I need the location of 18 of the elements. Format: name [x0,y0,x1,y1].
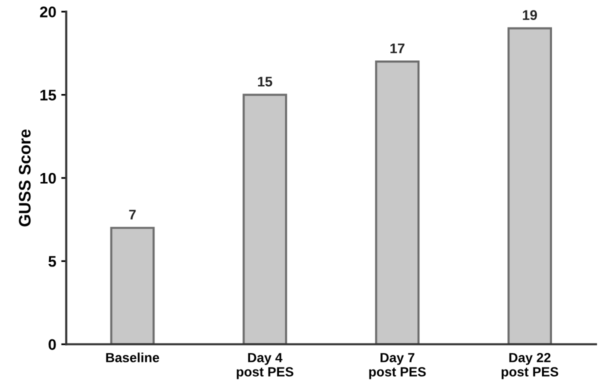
y-tick-label: 10 [40,172,56,184]
bar [242,94,288,344]
x-tick-label: Day 22 post PES [502,352,558,380]
x-tick-label: Day 4 post PES [236,353,294,380]
data-label: 15 [258,76,272,87]
x-tick-label: Day 7 post PES [369,353,426,380]
bar [110,226,155,344]
y-tick-label: 5 [48,256,56,267]
x-tick-label: Baseline [106,352,160,362]
y-tick-label: 15 [40,90,56,101]
bar [508,27,552,344]
bar [375,60,420,344]
y-tick-label: 0 [48,339,56,350]
data-label: 7 [129,210,136,220]
y-axis-title: GUSS Score [18,129,31,226]
data-label: 17 [390,44,404,54]
data-label: 19 [522,10,537,20]
y-tick-label: 20 [40,6,56,18]
